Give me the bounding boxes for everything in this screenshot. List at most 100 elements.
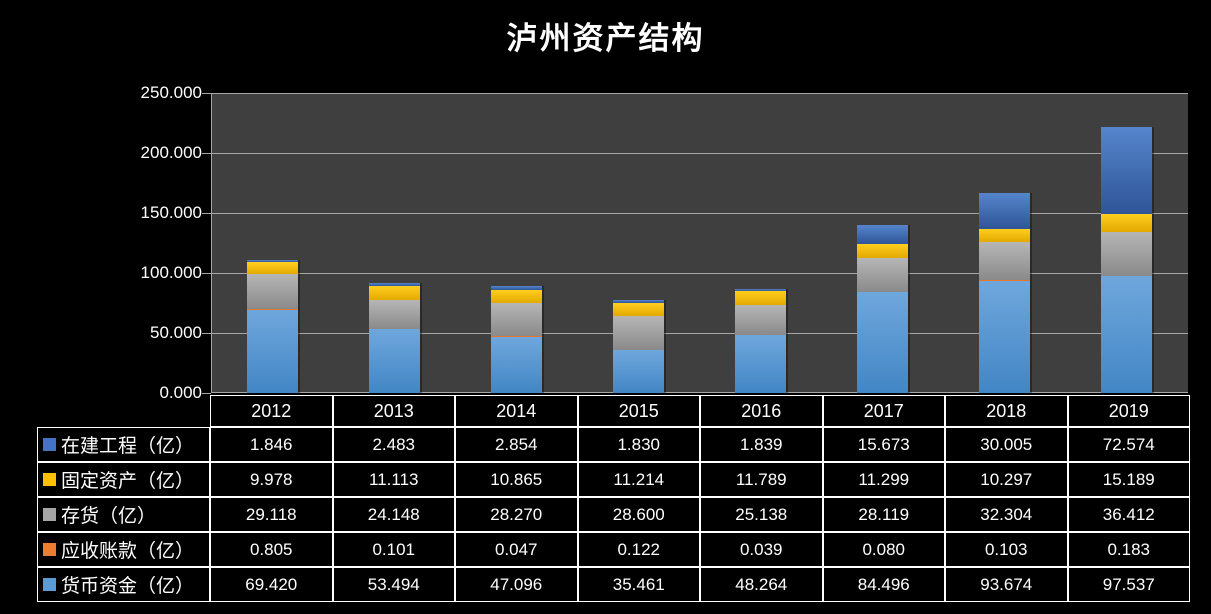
y-axis-tick: [202, 393, 211, 394]
bar-segment: [857, 244, 909, 258]
bar-segment: [735, 288, 787, 291]
value-cell: 93.674: [945, 567, 1068, 602]
plot-area: [211, 93, 1188, 393]
bar-segment: [246, 259, 298, 262]
legend-label: 应收账款（亿）: [61, 541, 195, 562]
value-cell: 10.297: [945, 462, 1068, 497]
y-axis-tick: [202, 273, 211, 274]
year-header-cell: 2017: [822, 395, 945, 427]
bar-segment: [979, 229, 1031, 242]
year-header-cell: 2015: [577, 395, 700, 427]
legend-label: 固定资产（亿）: [61, 471, 195, 492]
gridline: [211, 333, 1188, 334]
legend-label: 在建工程（亿）: [61, 436, 195, 457]
bar-segment: [246, 308, 298, 310]
bar-segment: [368, 283, 420, 287]
y-axis-label: 200.000: [140, 143, 202, 162]
year-header-cell: 2016: [700, 395, 823, 427]
value-cell: 0.103: [945, 532, 1068, 567]
value-cell: 72.574: [1067, 427, 1190, 462]
value-cell: 69.420: [210, 567, 333, 602]
y-axis-tick: [202, 93, 211, 94]
y-axis-label: 100.000: [140, 263, 202, 282]
value-cell: 0.080: [822, 532, 945, 567]
value-cell: 11.113: [332, 462, 455, 497]
bar-segment: [979, 280, 1031, 393]
value-cell: 1.846: [210, 427, 333, 462]
legend-cell: 货币资金（亿）: [37, 567, 210, 602]
bar-segment: [1101, 232, 1153, 276]
bar-segment: [1101, 126, 1153, 214]
y-axis-label: 150.000: [140, 203, 202, 222]
value-cell: 25.138: [700, 497, 823, 532]
value-cell: 2.854: [455, 427, 578, 462]
y-axis-tick: [202, 333, 211, 334]
stacked-bar-2016: [735, 288, 787, 393]
y-axis-tick: [202, 213, 211, 214]
value-cell: 0.039: [700, 532, 823, 567]
chart-title: 泸州资产结构: [506, 21, 705, 56]
value-cell: 0.047: [455, 532, 578, 567]
table-corner-blank: [37, 395, 210, 427]
bar-segment: [735, 290, 787, 305]
bar-segment: [246, 261, 298, 274]
bar-segment: [857, 225, 909, 245]
bar-segment: [612, 300, 664, 303]
bar-segment: [1101, 213, 1153, 233]
legend-cell: 固定资产（亿）: [37, 462, 210, 497]
gridline: [211, 273, 1188, 274]
y-axis-label: 0.000: [159, 383, 202, 402]
stacked-bar-2018: [979, 193, 1031, 393]
bar-segment: [490, 289, 542, 303]
value-cell: 29.118: [210, 497, 333, 532]
bar-segment: [368, 299, 420, 329]
value-cell: 32.304: [945, 497, 1068, 532]
stacked-bar-2014: [490, 286, 542, 393]
legend-swatch: [43, 578, 56, 591]
legend-cell: 在建工程（亿）: [37, 427, 210, 462]
value-cell: 48.264: [700, 567, 823, 602]
value-cell: 15.673: [822, 427, 945, 462]
value-cell: 0.122: [577, 532, 700, 567]
bar-segment: [612, 350, 664, 393]
legend-cell: 应收账款（亿）: [37, 532, 210, 567]
value-cell: 2.483: [332, 427, 455, 462]
gridline: [211, 153, 1188, 154]
value-cell: 9.978: [210, 462, 333, 497]
value-cell: 35.461: [577, 567, 700, 602]
value-cell: 11.299: [822, 462, 945, 497]
bar-segment: [735, 304, 787, 336]
value-cell: 15.189: [1067, 462, 1190, 497]
bar-segment: [490, 302, 542, 337]
value-cell: 30.005: [945, 427, 1068, 462]
value-cell: 84.496: [822, 567, 945, 602]
bar-segment: [857, 291, 909, 393]
gridline: [211, 392, 1188, 393]
year-header-cell: 2012: [210, 395, 333, 427]
bar-segment: [490, 336, 542, 393]
bar-segment: [979, 193, 1031, 230]
value-cell: 10.865: [455, 462, 578, 497]
bar-segment: [368, 286, 420, 300]
legend-cell: 存货（亿）: [37, 497, 210, 532]
legend-label: 货币资金（亿）: [61, 576, 195, 597]
bar-segment: [857, 257, 909, 292]
bar-segment: [735, 335, 787, 393]
bar-segment: [246, 309, 298, 393]
year-header-cell: 2013: [332, 395, 455, 427]
bar-segment: [612, 316, 664, 351]
value-cell: 47.096: [455, 567, 578, 602]
bar-segment: [979, 241, 1031, 281]
value-cell: 0.183: [1067, 532, 1190, 567]
value-cell: 28.270: [455, 497, 578, 532]
legend-swatch: [43, 438, 56, 451]
stacked-bar-2017: [857, 225, 909, 393]
data-table: 2012 2013 2014 2015 2016 2017 2018 2019 在建工程（亿） 1…: [37, 395, 1190, 602]
value-cell: 1.839: [700, 427, 823, 462]
legend-swatch: [43, 473, 56, 486]
value-cell: 11.214: [577, 462, 700, 497]
value-cell: 24.148: [332, 497, 455, 532]
value-cell: 36.412: [1067, 497, 1190, 532]
value-cell: 1.830: [577, 427, 700, 462]
value-cell: 11.789: [700, 462, 823, 497]
